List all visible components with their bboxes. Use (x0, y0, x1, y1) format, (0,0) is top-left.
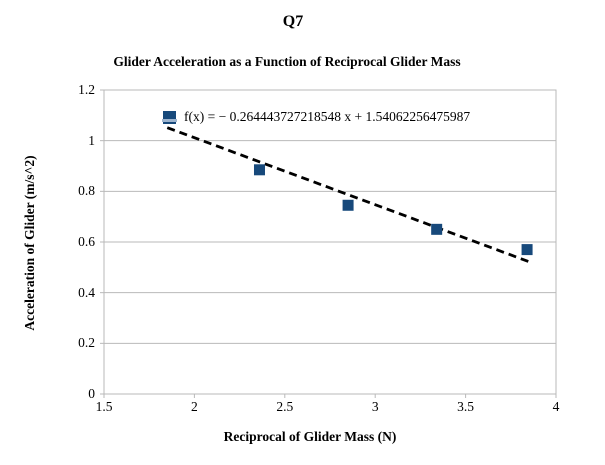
y-tick-label: 1 (88, 132, 95, 148)
y-tick-label: 0.4 (78, 284, 95, 300)
chart-subtitle: Glider Acceleration as a Function of Rec… (113, 54, 461, 69)
x-tick-label: 3.5 (457, 399, 475, 414)
y-tick-label: 0.8 (78, 183, 95, 199)
trendline (166, 126, 533, 265)
data-point (521, 244, 533, 256)
trendline-equation: f(x) = − 0.264443727218548 x + 1.5406225… (184, 109, 471, 124)
legend-line-icon (162, 118, 177, 122)
data-point (342, 199, 354, 211)
x-tick-label: 2 (191, 399, 198, 414)
y-tick-label: 0.2 (78, 335, 95, 351)
chart-title: Q7 (282, 13, 304, 30)
x-tick-label: 2.5 (276, 399, 294, 414)
plot-border (103, 89, 557, 395)
x-tick-label: 3 (371, 399, 379, 414)
x-axis-title: Reciprocal of Glider Mass (N) (223, 429, 397, 444)
legend-marker-icon (162, 110, 177, 124)
data-point (431, 223, 443, 235)
plot-area (100, 89, 557, 398)
y-axis-title: Acceleration of Glider (m/s^2) (22, 155, 37, 331)
y-tick-label: 1.2 (78, 82, 95, 97)
x-tick-label: 1.5 (95, 399, 113, 414)
x-tick-label: 4 (552, 399, 560, 414)
y-tick-label: 0 (88, 386, 95, 401)
y-tick-label: 0.6 (78, 234, 95, 249)
trendline-legend: f(x) = − 0.264443727218548 x + 1.5406225… (162, 109, 471, 125)
data-point (253, 164, 265, 176)
